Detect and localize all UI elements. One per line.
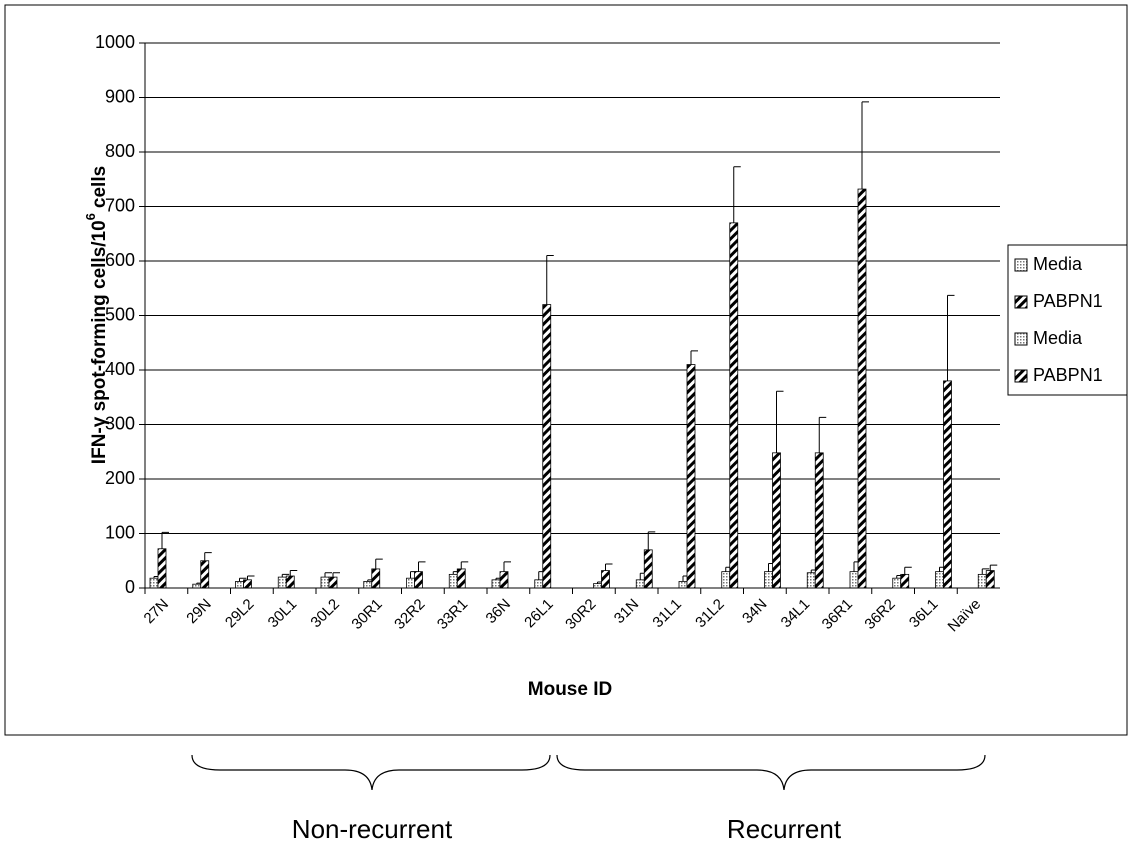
bar — [678, 581, 688, 589]
y-tick-label: 700 — [105, 195, 135, 215]
bar — [943, 380, 952, 589]
bar — [900, 573, 910, 589]
y-tick-label: 1000 — [95, 32, 135, 52]
legend-swatch — [1014, 295, 1028, 309]
bar — [806, 572, 816, 589]
bar — [320, 576, 330, 589]
bar — [499, 571, 509, 589]
legend-label: PABPN1 — [1033, 291, 1103, 311]
error-bar — [161, 531, 169, 549]
bar — [729, 222, 739, 589]
bar — [328, 576, 338, 589]
bar — [406, 577, 415, 589]
bar — [686, 364, 696, 589]
legend-swatch — [1014, 332, 1028, 346]
legend-label: Media — [1033, 328, 1083, 348]
error-bar — [204, 552, 212, 561]
bar — [192, 583, 202, 589]
y-tick-label: 200 — [105, 468, 135, 488]
group-brace — [191, 754, 551, 791]
group-brace — [556, 754, 986, 791]
bar — [200, 560, 210, 589]
y-tick-label: 100 — [105, 522, 135, 542]
error-bar — [947, 294, 955, 381]
legend-swatch — [1014, 369, 1028, 383]
bar — [371, 568, 381, 589]
bar — [277, 576, 287, 589]
bar — [814, 452, 824, 589]
error-bar — [647, 531, 656, 550]
group-label: Non-recurrent — [292, 814, 453, 844]
bar — [456, 568, 466, 589]
bar — [534, 579, 544, 589]
bar — [448, 573, 458, 589]
y-tick-label: 500 — [105, 304, 135, 324]
error-bar — [989, 564, 998, 571]
bar — [363, 581, 373, 589]
bar — [243, 579, 252, 589]
bar — [157, 548, 167, 589]
y-tick-label: 900 — [105, 86, 135, 106]
y-tick-label: 0 — [125, 577, 135, 597]
error-bar — [247, 575, 255, 580]
error-bar — [690, 350, 698, 365]
bar — [892, 577, 902, 589]
bar — [542, 304, 552, 589]
error-bar — [239, 577, 247, 582]
bar — [285, 575, 295, 589]
error-bar — [818, 416, 827, 453]
error-bar — [605, 563, 613, 571]
error-bar — [546, 255, 554, 305]
error-bar — [460, 561, 469, 569]
y-tick-label: 800 — [105, 141, 135, 161]
error-bar — [861, 101, 869, 190]
y-title-sup: 6 — [83, 213, 98, 220]
bar — [721, 571, 731, 589]
y-tick-label: 400 — [105, 359, 135, 379]
error-bar — [733, 166, 741, 223]
bar — [414, 571, 423, 589]
error-bar — [904, 566, 912, 575]
error-bar — [281, 573, 290, 578]
error-bar — [981, 568, 990, 575]
bar — [601, 570, 610, 589]
y-title-end: cells — [89, 166, 110, 208]
error-bar — [503, 561, 511, 572]
bar — [849, 571, 859, 589]
bar — [764, 571, 773, 589]
bar — [935, 571, 944, 589]
group-label: Recurrent — [727, 814, 842, 844]
y-tick-label: 300 — [105, 413, 135, 433]
legend-label: Media — [1033, 254, 1083, 274]
legend-swatch — [1014, 258, 1028, 272]
legend — [1007, 244, 1128, 396]
x-axis-title: Mouse ID — [528, 679, 612, 700]
bar — [857, 188, 867, 589]
bar — [772, 452, 781, 589]
legend-label: PABPN1 — [1033, 365, 1103, 385]
bar — [491, 579, 501, 589]
bar — [977, 573, 987, 589]
y-tick-label: 600 — [105, 250, 135, 270]
bar — [235, 581, 244, 589]
bar — [635, 579, 645, 589]
error-bar — [289, 570, 298, 577]
bar — [985, 570, 995, 589]
bar — [593, 583, 602, 589]
y-title-main: IFN-γ spot-forming cells/10 — [89, 220, 110, 464]
y-axis-title: IFN-γ spot-forming cells/106 cells — [83, 166, 110, 464]
error-bar — [324, 572, 332, 578]
error-bar — [418, 561, 426, 572]
bar — [149, 577, 159, 589]
error-bar — [332, 572, 340, 578]
error-bar — [776, 390, 784, 453]
error-bar — [375, 558, 383, 569]
bar — [643, 549, 653, 589]
